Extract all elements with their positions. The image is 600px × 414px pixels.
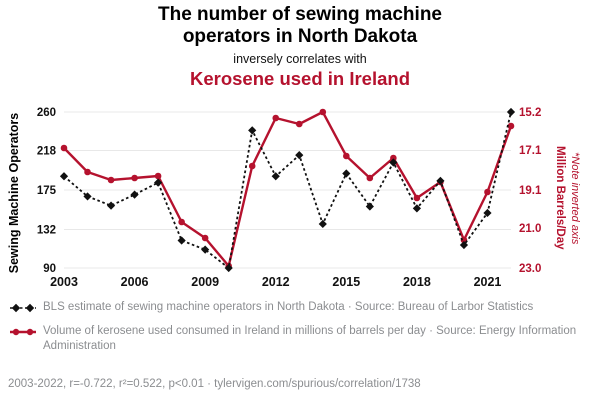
right-axis-note: *Note inverted axis	[569, 151, 581, 245]
svg-text:90: 90	[43, 263, 56, 275]
footer-stats-and-url: 2003-2022, r=-0.722, r²=0.522, p<0.01 · …	[8, 378, 421, 390]
secondary-title: Kerosene used in Ireland	[189, 68, 410, 89]
svg-text:2012: 2012	[262, 275, 290, 289]
series-kerosene-line	[60, 108, 515, 270]
page-title-line2: operators in North Dakota	[182, 26, 418, 48]
right-tick-labels: 15.2 17.1 19.1 21.0 23.0	[519, 107, 542, 275]
x-tick-labels: 2003 2006 2009 2012 2015 2018 2021	[50, 275, 501, 289]
svg-text:2018: 2018	[403, 275, 431, 289]
svg-text:260: 260	[37, 107, 56, 119]
page-title-line1: The number of sewing machine	[158, 4, 442, 25]
svg-text:19.1: 19.1	[519, 185, 542, 197]
svg-text:2006: 2006	[121, 275, 149, 289]
svg-text:15.2: 15.2	[519, 107, 541, 119]
legend-item-kerosene: Volume of kerosene used consumed in Irel…	[8, 324, 592, 353]
svg-text:2003: 2003	[50, 275, 78, 289]
svg-text:2021: 2021	[474, 275, 502, 289]
right-axis-label: Million Barrels/Day	[554, 146, 566, 250]
left-tick-labels: 90 132 175 218 260	[37, 107, 57, 275]
svg-text:132: 132	[37, 224, 56, 236]
page-title: The number of sewing machine operators i…	[0, 4, 600, 48]
svg-text:218: 218	[37, 146, 57, 158]
legend-label-kerosene: Volume of kerosene used consumed in Irel…	[43, 325, 577, 352]
gridlines	[64, 111, 511, 269]
svg-text:21.0: 21.0	[519, 223, 541, 235]
svg-text:17.1: 17.1	[519, 145, 542, 157]
svg-text:2009: 2009	[191, 275, 219, 289]
svg-text:2015: 2015	[332, 275, 360, 289]
legend: BLS estimate of sewing machine operators…	[8, 300, 592, 362]
legend-label-sewing: BLS estimate of sewing machine operators…	[43, 301, 534, 313]
red-solid-circle-line-icon	[10, 328, 36, 336]
right-axis-label-group: Million Barrels/Day *Note inverted axis	[554, 100, 581, 296]
svg-text:23.0: 23.0	[519, 263, 541, 275]
svg-text:175: 175	[37, 185, 57, 197]
title-connector: inversely correlates with	[233, 52, 367, 66]
black-dotted-diamond-line-icon	[10, 303, 36, 313]
series-sewing-line	[59, 107, 516, 273]
legend-item-sewing: BLS estimate of sewing machine operators…	[8, 300, 592, 315]
